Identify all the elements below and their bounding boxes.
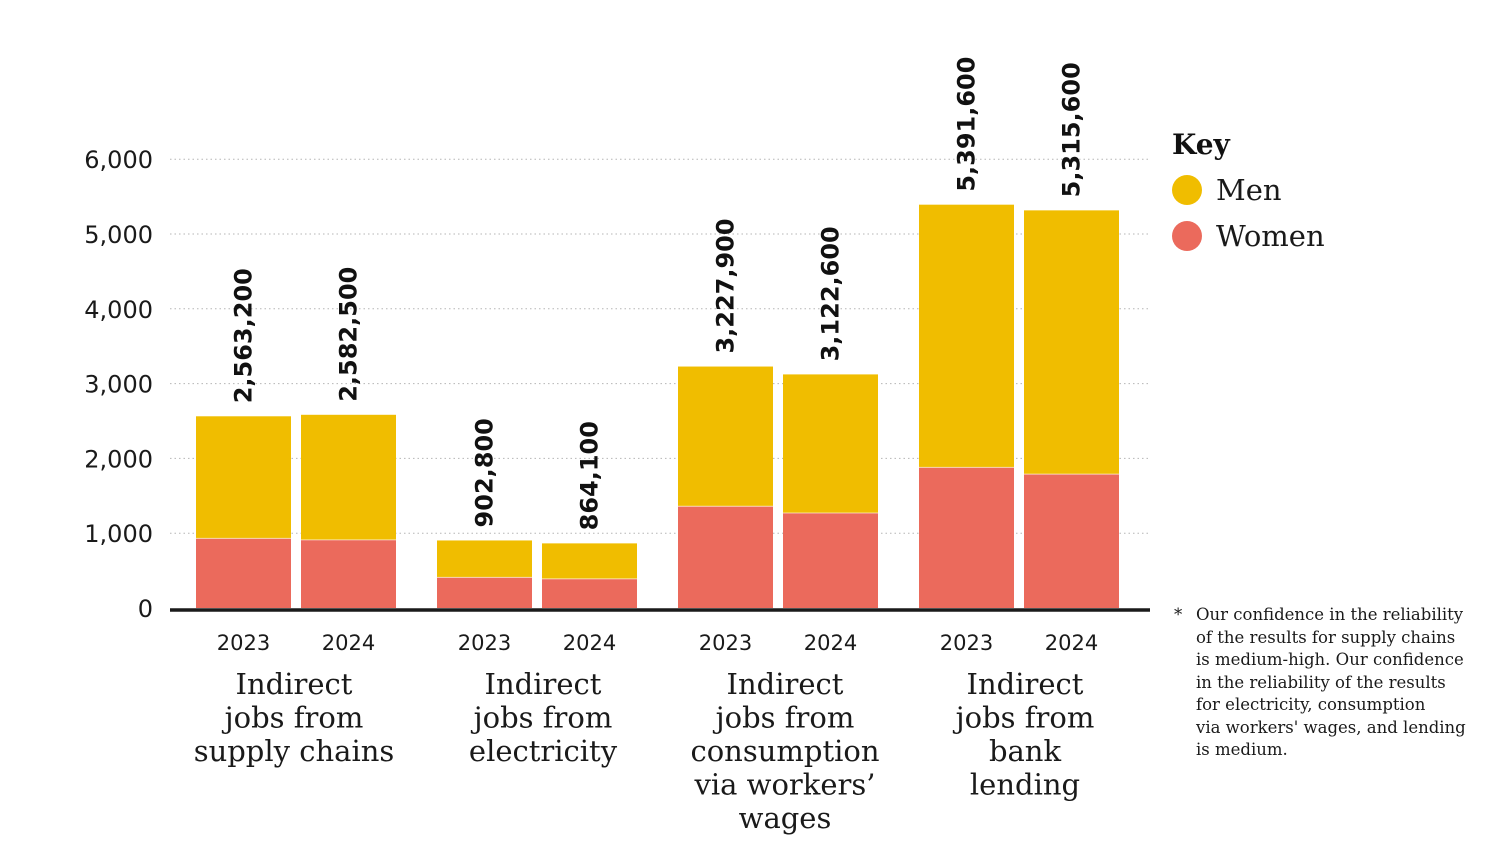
legend-label-women: Women <box>1216 219 1325 253</box>
bar-segment-women <box>196 538 291 608</box>
bar-segment-men <box>301 414 396 540</box>
group-label-line: Indirect <box>727 667 844 701</box>
bar-segment-men <box>1024 210 1119 475</box>
group-label-line: Indirect <box>967 667 1084 701</box>
y-tick-label: 5,000 <box>84 221 153 249</box>
y-tick-label: 4,000 <box>84 296 153 324</box>
bar-segment-women <box>919 467 1014 608</box>
group-label-line: jobs from <box>713 701 855 735</box>
group-label-line: jobs from <box>953 701 1095 735</box>
y-tick-label: 1,000 <box>84 520 153 548</box>
total-data-label: 3,122,600 <box>817 226 845 361</box>
group-label-line: electricity <box>469 734 618 768</box>
bar-segment-women <box>301 539 396 608</box>
bar-segment-women <box>437 577 532 608</box>
legend: Key Men Women <box>1172 128 1472 259</box>
total-data-label: 3,227,900 <box>712 218 740 353</box>
bar-segment-women <box>678 506 773 608</box>
group-label-line: bank <box>989 734 1062 768</box>
total-data-label: 2,563,200 <box>230 268 258 403</box>
legend-item-women: Women <box>1172 213 1472 259</box>
total-data-label: 5,391,600 <box>953 57 981 192</box>
group-label-line: via workers’ <box>693 768 875 802</box>
x-tick-year-label: 2023 <box>699 631 752 655</box>
legend-item-men: Men <box>1172 167 1472 213</box>
group-label-line: jobs from <box>471 701 613 735</box>
y-tick-label: 0 <box>138 595 153 623</box>
footnote-marker: * <box>1174 605 1183 624</box>
total-data-label: 902,800 <box>471 418 499 527</box>
y-axis-ticks: 0 1,000 2,000 3,000 4,000 5,000 6,000 <box>84 146 153 623</box>
y-tick-label: 3,000 <box>84 371 153 399</box>
group-label-line: Indirect <box>485 667 602 701</box>
x-tick-year-label: 2023 <box>458 631 511 655</box>
x-tick-year-label: 2024 <box>804 631 857 655</box>
legend-label-men: Men <box>1216 173 1282 207</box>
footnote-line: in the reliability of the results <box>1196 672 1446 692</box>
group-label-line: Indirect <box>236 667 353 701</box>
total-data-label: 2,582,500 <box>335 267 363 402</box>
footnote-line: is medium-high. Our confidence <box>1196 650 1464 669</box>
group-label-line: consumption <box>690 734 879 768</box>
legend-swatch-women <box>1172 221 1202 251</box>
bar-segment-women <box>542 578 637 608</box>
bar-segment-women <box>1024 474 1119 608</box>
footnote: * Our confidence in the reliability of t… <box>1174 604 1486 762</box>
bars <box>196 204 1119 608</box>
footnote-line: of the results for supply chains <box>1196 627 1456 647</box>
footnote-line: Our confidence in the reliability <box>1196 605 1464 624</box>
bar-segment-men <box>542 543 637 579</box>
legend-swatch-men <box>1172 175 1202 205</box>
bar-segment-women <box>783 513 878 608</box>
x-tick-year-label: 2024 <box>563 631 616 655</box>
total-data-label: 864,100 <box>576 421 604 530</box>
bar-segment-men <box>919 204 1014 468</box>
total-data-label: 5,315,600 <box>1058 62 1086 197</box>
footnote-line: is medium. <box>1196 740 1288 759</box>
group-label-line: jobs from <box>222 701 364 735</box>
group-label-line: lending <box>970 768 1080 802</box>
footnote-line: for electricity, consumption <box>1196 695 1426 714</box>
y-tick-label: 2,000 <box>84 445 153 473</box>
legend-title: Key <box>1172 128 1230 161</box>
footnote-text: Our confidence in the reliability of the… <box>1196 604 1486 762</box>
bar-segment-men <box>437 540 532 578</box>
bar-segment-men <box>196 416 291 539</box>
x-tick-year-label: 2023 <box>217 631 270 655</box>
group-label-line: wages <box>739 801 832 835</box>
footnote-line: via workers' wages, and lending <box>1196 717 1466 737</box>
y-tick-label: 6,000 <box>84 146 153 174</box>
bar-segment-men <box>783 374 878 514</box>
group-label-line: supply chains <box>194 734 395 768</box>
bar-segment-men <box>678 366 773 507</box>
x-tick-year-label: 2024 <box>1045 631 1098 655</box>
x-tick-year-label: 2024 <box>322 631 375 655</box>
x-tick-year-label: 2023 <box>940 631 993 655</box>
